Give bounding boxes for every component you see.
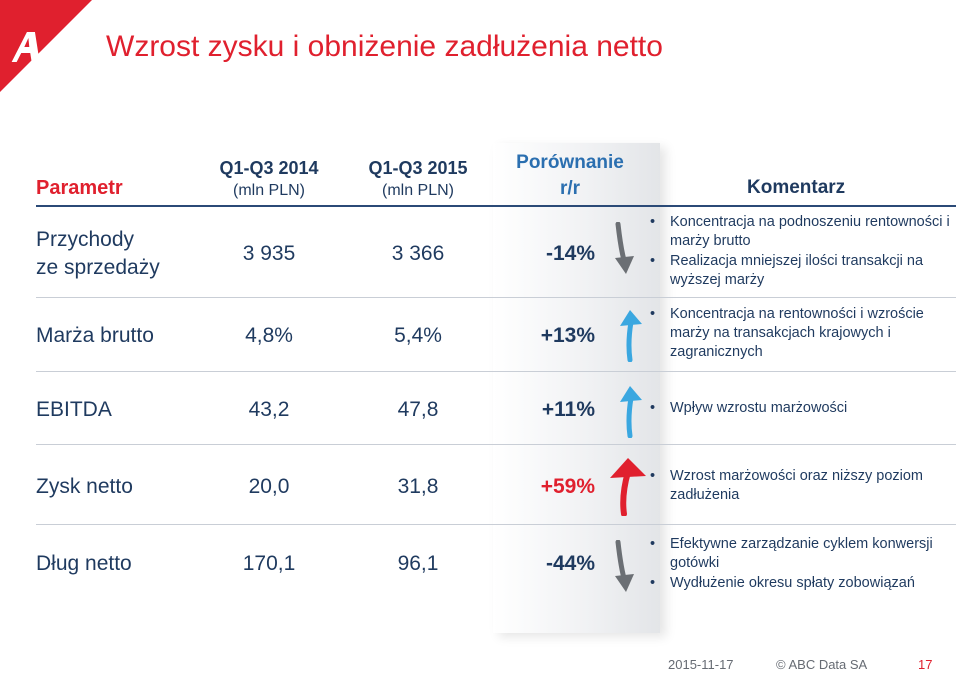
row-zysk-comments: Wzrost marżowości oraz niższy poziom zad… — [650, 467, 950, 506]
row-przychody-label-line2: ze sprzedaży — [36, 256, 160, 279]
header-porownanie: Porównanie r/r — [500, 150, 640, 202]
row-separator — [36, 524, 956, 525]
row-przychody-label: Przychody ze sprzedaży — [36, 226, 160, 282]
row-dlug-label: Dług netto — [36, 552, 132, 575]
row-przychody-2014: 3 935 — [242, 242, 296, 265]
row-separator — [36, 371, 956, 372]
row-separator — [36, 444, 956, 445]
row-przychody-change: -14% — [545, 242, 595, 265]
row-zysk-2015: 31,8 — [397, 475, 439, 498]
header-q1q3-2014-unit: (mln PLN) — [232, 182, 305, 199]
row-marza-2015: 5,4% — [394, 324, 442, 347]
row-ebitda-comments: Wpływ wzrostu marżowości — [650, 399, 950, 419]
row-dlug-2015: 96,1 — [397, 552, 439, 575]
row-marza-change: +13% — [540, 324, 595, 347]
row-ebitda-2015: 47,8 — [397, 398, 439, 421]
header-q1q3-2014: Q1-Q3 2014 — [219, 158, 319, 178]
arrow-up-icon — [620, 386, 642, 438]
row-marza-label: Marża brutto — [36, 324, 154, 347]
row-przychody-2015: 3 366 — [391, 242, 445, 265]
slide-title: Wzrost zysku i obniżenie zadłużenia nett… — [106, 30, 663, 63]
header-parametr: Parametr — [36, 177, 123, 199]
row-przychody-comments: Koncentracja na podnoszeniu rentowności … — [650, 213, 950, 291]
header-komentarz: Komentarz — [747, 177, 846, 198]
arrow-up-icon — [620, 310, 642, 362]
row-zysk-label: Zysk netto — [36, 475, 133, 498]
row-zysk-change: +59% — [540, 475, 595, 498]
header-q1q3-2015-unit: (mln PLN) — [381, 182, 454, 199]
comment-item: Realizacja mniejszej ilości transakcji n… — [650, 252, 950, 290]
arrow-down-icon — [615, 540, 634, 592]
row-ebitda-label: EBITDA — [36, 398, 112, 421]
row-marza-2014: 4,8% — [245, 324, 293, 347]
row-dlug-2014: 170,1 — [242, 552, 296, 575]
comment-item: Koncentracja na rentowności i wzroście m… — [650, 305, 950, 362]
arrow-down-icon — [615, 222, 634, 274]
comment-item: Wpływ wzrostu marżowości — [650, 399, 950, 418]
row-marza-comments: Koncentracja na rentowności i wzroście m… — [650, 305, 950, 363]
row-zysk-2014: 20,0 — [248, 475, 290, 498]
header-porownanie-line1: Porównanie — [516, 152, 624, 173]
row-dlug-comments: Efektywne zarządzanie cyklem konwersji g… — [650, 535, 950, 594]
comment-item: Efektywne zarządzanie cyklem konwersji g… — [650, 535, 950, 573]
header-q1q3-2015: Q1-Q3 2015 — [368, 158, 468, 178]
header-separator — [36, 205, 956, 207]
arrow-up-strong-icon — [610, 458, 646, 516]
comment-item: Koncentracja na podnoszeniu rentowności … — [650, 213, 950, 251]
company-logo — [0, 0, 92, 92]
comment-item: Wzrost marżowości oraz niższy poziom zad… — [650, 467, 950, 505]
comparison-column-highlight — [493, 143, 660, 633]
footer-page-number: 17 — [918, 657, 933, 672]
row-ebitda-2014: 43,2 — [248, 398, 290, 421]
row-separator — [36, 297, 956, 298]
comment-item: Wydłużenie okresu spłaty zobowiązań — [650, 574, 950, 593]
row-przychody-label-line1: Przychody — [36, 228, 135, 251]
header-porownanie-line2: r/r — [559, 178, 581, 199]
row-dlug-change: -44% — [545, 552, 595, 575]
footer-company: © ABC Data SA — [776, 657, 868, 672]
footer-date: 2015-11-17 — [668, 657, 734, 672]
row-ebitda-change: +11% — [541, 398, 595, 421]
